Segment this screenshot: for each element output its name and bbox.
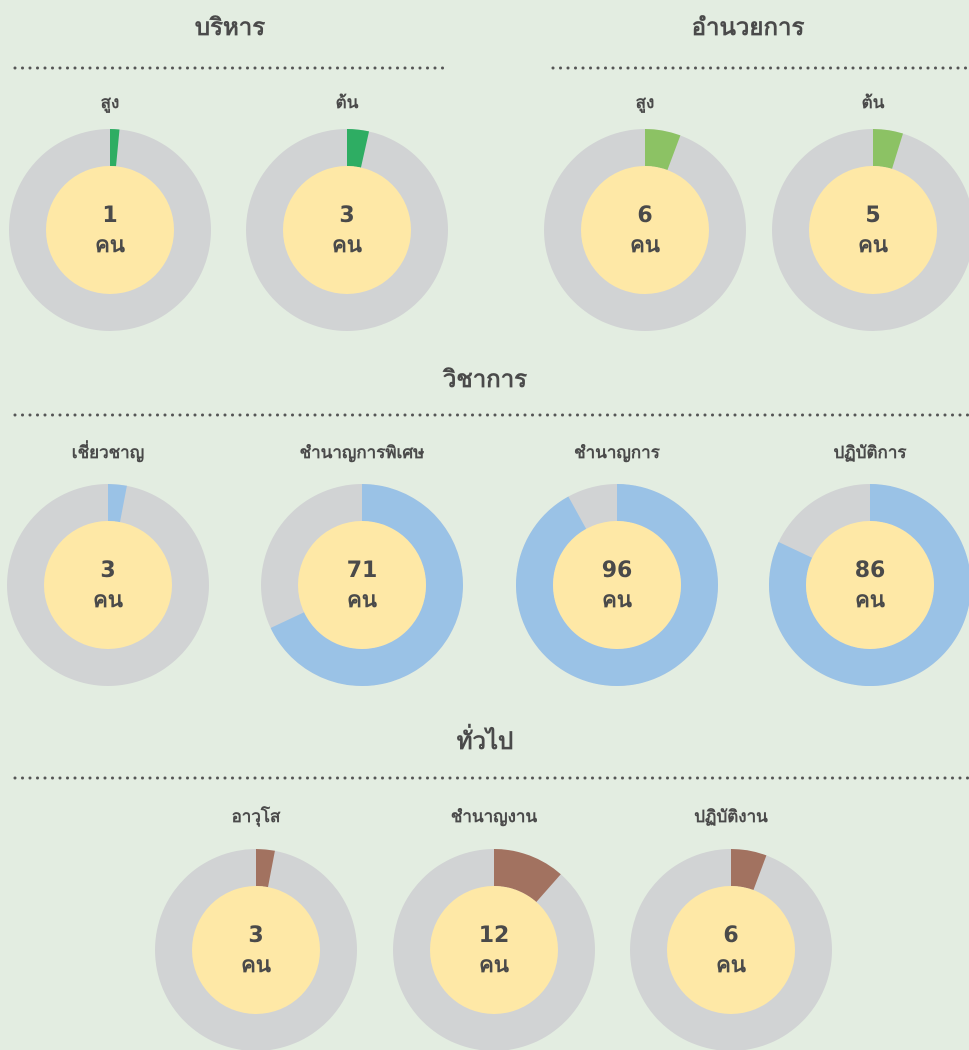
donut-center: [192, 886, 320, 1014]
donut-label: ต้น: [336, 93, 359, 113]
donut-unit: คน: [332, 233, 362, 258]
donut-arc: [270, 484, 463, 686]
donut-value: 96: [602, 558, 633, 583]
donut-unit: คน: [630, 233, 660, 258]
donut-unit: คน: [716, 953, 746, 978]
donut-center: [553, 521, 681, 649]
donut-value: 12: [479, 923, 510, 948]
donut-label: สูง: [101, 93, 120, 114]
donut-label: เชี่ยวชาญ: [72, 440, 144, 463]
donut-center: [667, 886, 795, 1014]
donut-value: 86: [855, 558, 886, 583]
donut-value: 3: [339, 203, 354, 228]
donut-center: [298, 521, 426, 649]
donut-label: ปฏิบัติงาน: [694, 807, 768, 827]
donut-value: 6: [637, 203, 652, 228]
donut-center: [46, 166, 174, 294]
donut-center: [283, 166, 411, 294]
donut-arc: [873, 129, 904, 169]
donut-value: 5: [865, 203, 880, 228]
donut-label: ชำนาญการ: [574, 443, 661, 463]
donut-unit: คน: [855, 588, 885, 613]
section-title: ทั่วไป: [457, 723, 514, 755]
donut-arc: [256, 849, 275, 888]
donut-center: [430, 886, 558, 1014]
donut-value: 6: [723, 923, 738, 948]
donut-label: ปฏิบัติการ: [833, 443, 907, 463]
donut-value: 3: [100, 558, 115, 583]
donut-arc: [769, 484, 969, 686]
donut-arc: [645, 129, 681, 171]
donut-arc: [110, 129, 120, 167]
donut-unit: คน: [858, 233, 888, 258]
donut-label: สูง: [636, 93, 655, 114]
donut-label: ต้น: [862, 93, 885, 113]
donut-center: [44, 521, 172, 649]
donut-unit: คน: [95, 233, 125, 258]
donut-arc: [516, 484, 719, 686]
donut-arc: [494, 849, 561, 902]
donut-value: 71: [347, 558, 378, 583]
donut-label: ชำนาญการพิเศษ: [300, 443, 425, 463]
donut-value: 1: [102, 203, 117, 228]
donut-unit: คน: [479, 953, 509, 978]
donut-unit: คน: [93, 588, 123, 613]
donut-unit: คน: [602, 588, 632, 613]
donut-unit: คน: [347, 588, 377, 613]
donut-label: ชำนาญงาน: [451, 807, 538, 827]
section-title: วิชาการ: [442, 365, 527, 393]
donut-arc: [347, 129, 370, 168]
donut-arc: [108, 484, 127, 523]
donut-center: [809, 166, 937, 294]
donut-arc: [731, 849, 767, 891]
section-title: บริหาร: [195, 13, 265, 41]
donut-center: [581, 166, 709, 294]
donut-unit: คน: [241, 953, 271, 978]
donut-value: 3: [248, 923, 263, 948]
section-title: อำนวยการ: [692, 13, 805, 41]
donut-label: อาวุโส: [232, 806, 281, 827]
donut-center: [806, 521, 934, 649]
